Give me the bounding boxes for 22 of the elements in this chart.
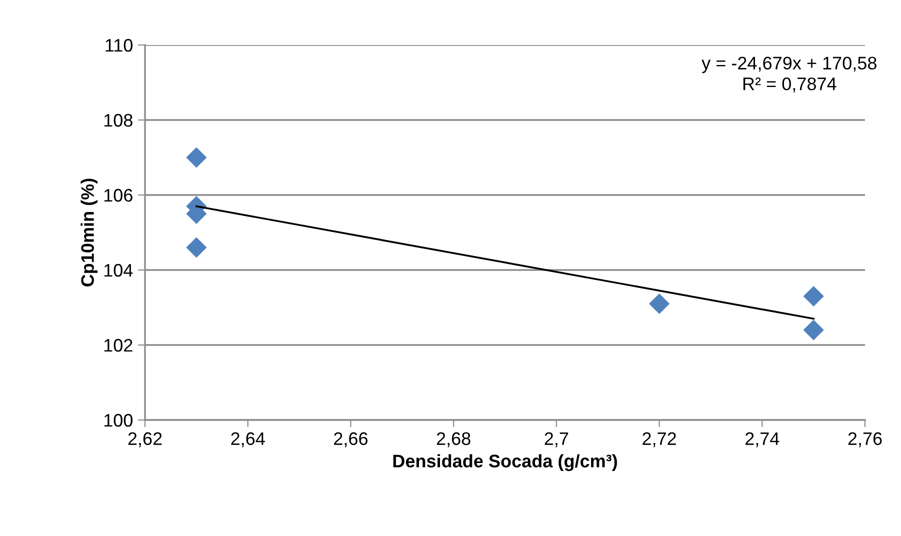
- x-tick-label: 2,62: [128, 432, 162, 448]
- point: [648, 293, 670, 314]
- y-tick-label: 106: [104, 188, 132, 202]
- x-tick-label: 2,74: [745, 432, 780, 448]
- point: [803, 286, 824, 307]
- y-axis-title: Cp10min (%): [80, 178, 98, 286]
- x-tick-label: 2,76: [848, 432, 882, 448]
- x-axis-title: Densidade Socada (g/cm³): [393, 454, 617, 472]
- point: [186, 147, 207, 168]
- point: [186, 237, 207, 258]
- y-tick-label: 100: [104, 414, 132, 427]
- x-tick-label: 2,7: [544, 432, 568, 448]
- annotation: y = -24,679x + 170,58 R² = 0,7874: [702, 56, 876, 92]
- x-tick-label: 2,72: [642, 432, 676, 448]
- y-tick-label: 110: [106, 38, 132, 52]
- y-tick-label: 108: [104, 114, 132, 127]
- x-tick-label: 2,68: [436, 432, 470, 448]
- point: [803, 320, 824, 340]
- x-tick-label: 2,64: [231, 432, 265, 448]
- x-tick-label: 2,66: [334, 432, 368, 448]
- y-tick-label: 102: [104, 338, 132, 352]
- y-tick-label: 104: [104, 264, 133, 277]
